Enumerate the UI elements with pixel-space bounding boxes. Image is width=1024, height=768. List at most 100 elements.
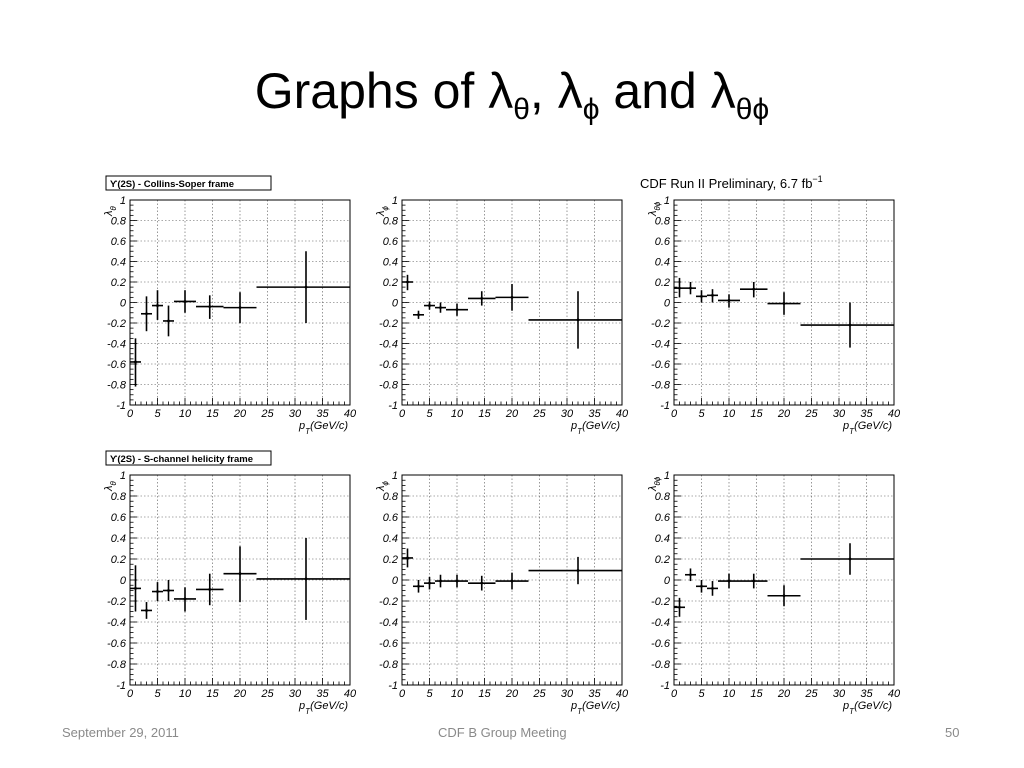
- preliminary-sup: −1: [812, 174, 822, 184]
- point-marker: [689, 286, 692, 290]
- data-point: [800, 543, 894, 575]
- y-tick-label: 1: [392, 470, 398, 482]
- point-marker: [428, 304, 431, 307]
- point-marker: [304, 285, 308, 289]
- x-tick-label: 5: [698, 408, 705, 420]
- y-tick-label: -0.6: [651, 359, 671, 371]
- y-tick-label: 0.4: [111, 533, 126, 545]
- x-tick-label: 10: [723, 688, 736, 700]
- x-axis-symbol: p: [298, 700, 305, 712]
- y-axis-symbol: λ: [647, 486, 659, 492]
- y-tick-label: 0.8: [655, 216, 671, 228]
- y-tick-label: -0.8: [107, 659, 127, 671]
- data-point: [740, 573, 768, 589]
- y-axis-sub: θ: [109, 206, 118, 211]
- y-axis-sub: θϕ: [653, 201, 662, 210]
- x-axis-unit: (GeV/c): [310, 700, 348, 712]
- data-point: [696, 290, 707, 303]
- data-point: [685, 282, 696, 295]
- y-tick-label: -0.2: [379, 318, 398, 330]
- y-tick-label: -0.6: [379, 359, 399, 371]
- point-marker: [406, 556, 409, 560]
- x-tick-label: 20: [505, 688, 519, 700]
- data-point: [718, 294, 740, 308]
- x-axis-label: pT: [298, 420, 311, 436]
- y-tick-label: 0: [392, 575, 399, 587]
- x-tick-label: 35: [588, 408, 601, 420]
- data-point: [685, 568, 696, 582]
- y-tick-label: -1: [116, 680, 126, 692]
- y-axis-label: λθ: [103, 481, 118, 492]
- y-tick-label: -0.6: [651, 638, 671, 650]
- x-tick-label: 5: [426, 408, 433, 420]
- x-tick-label: 20: [233, 688, 247, 700]
- y-tick-label: 0: [664, 575, 671, 587]
- y-tick-label: 0.2: [111, 277, 126, 289]
- slide-title: Graphs of λθ, λϕ and λθϕ: [0, 62, 1024, 127]
- y-axis-symbol: λ: [375, 211, 387, 217]
- y-tick-label: 0.6: [111, 236, 127, 248]
- y-tick-label: 0: [120, 298, 127, 310]
- data-point: [141, 602, 152, 619]
- x-tick-label: 30: [833, 408, 846, 420]
- y-axis-symbol: λ: [103, 211, 115, 217]
- frame-label: ϒ(2S) - S-channel helicity frame: [110, 454, 253, 465]
- point-marker: [439, 579, 442, 583]
- preliminary-text: CDF Run II Preliminary, 6.7 fb: [640, 176, 812, 191]
- x-tick-label: 15: [750, 408, 763, 420]
- y-tick-label: 1: [664, 195, 670, 207]
- data-point: [223, 546, 257, 603]
- point-marker: [208, 588, 212, 591]
- y-axis-label: λθ: [103, 206, 118, 217]
- point-marker: [167, 589, 170, 592]
- data-point: [163, 580, 174, 601]
- point-marker: [428, 581, 431, 585]
- point-marker: [406, 280, 409, 284]
- point-marker: [238, 572, 242, 576]
- x-tick-label: 10: [179, 688, 192, 700]
- point-marker: [238, 306, 242, 310]
- data-point: [707, 289, 718, 303]
- x-tick-label: 35: [860, 408, 873, 420]
- x-tick-label: 40: [888, 688, 901, 700]
- point-marker: [183, 300, 187, 303]
- x-tick-label: 35: [316, 408, 329, 420]
- point-marker: [145, 609, 148, 612]
- data-point: [196, 573, 224, 606]
- point-marker: [700, 584, 703, 588]
- point-marker: [156, 304, 159, 307]
- y-tick-label: 1: [664, 470, 670, 482]
- point-marker: [727, 299, 731, 302]
- y-axis-symbol: λ: [647, 211, 659, 217]
- x-tick-label: 10: [451, 688, 464, 700]
- x-axis-unit: (GeV/c): [310, 420, 348, 432]
- data-point: [174, 587, 196, 612]
- y-tick-label: -0.2: [107, 596, 126, 608]
- frame-label: ϒ(2S) - Collins-Soper frame: [110, 179, 234, 190]
- point-marker: [417, 584, 420, 588]
- data-point: [468, 575, 496, 591]
- point-marker: [304, 577, 308, 581]
- point-marker: [576, 318, 580, 322]
- data-point: [674, 277, 685, 298]
- data-point: [767, 292, 801, 315]
- data-point: [495, 284, 529, 311]
- x-axis-sub: T: [577, 427, 583, 436]
- chart-panel-3: 0 5 10 15 20 25 30 35 40 -1 -0.8 -0.6 -0.4 -0.2 0 0.2 0.…: [647, 195, 901, 436]
- y-axis-label: λθϕ: [647, 476, 662, 492]
- y-tick-label: 0.2: [383, 277, 398, 289]
- data-point: [223, 292, 257, 323]
- data-point: [130, 338, 141, 387]
- y-tick-label: 0.4: [111, 257, 126, 269]
- x-tick-label: 0: [399, 408, 406, 420]
- x-tick-label: 30: [833, 688, 846, 700]
- y-tick-label: -1: [116, 400, 126, 412]
- frame-label-box: [105, 175, 272, 191]
- x-tick-label: 35: [860, 688, 873, 700]
- x-tick-label: 40: [888, 408, 901, 420]
- x-tick-label: 15: [206, 408, 219, 420]
- data-point: [696, 580, 707, 593]
- chart-panel-5: 0 5 10 15 20 25 30 35 40 -1 -0.8 -0.6 -0.4 -0.2 0 0.2 0.…: [375, 470, 629, 716]
- y-tick-label: -0.8: [379, 659, 399, 671]
- x-tick-label: 25: [532, 408, 546, 420]
